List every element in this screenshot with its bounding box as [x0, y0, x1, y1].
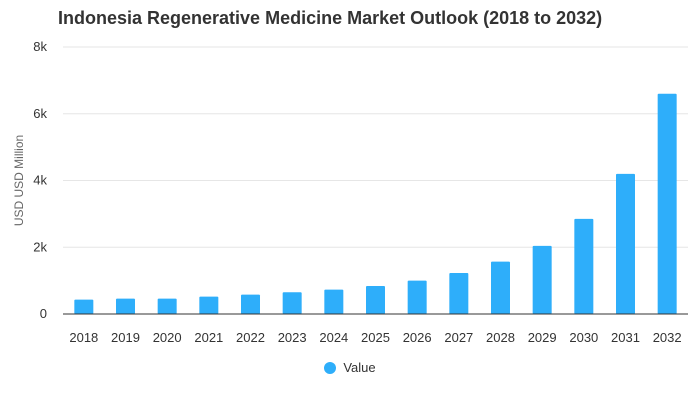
legend-label: Value: [343, 360, 376, 375]
bar: [491, 261, 510, 314]
x-tick-label: 2020: [153, 330, 182, 345]
y-tick-label: 0: [40, 306, 47, 321]
x-tick-label: 2019: [111, 330, 140, 345]
x-tick-label: 2021: [194, 330, 223, 345]
y-tick-label: 8k: [33, 39, 47, 54]
y-tick-label: 4k: [33, 173, 47, 188]
bar: [199, 296, 219, 314]
x-tick-label: 2026: [403, 330, 432, 345]
bar: [116, 298, 135, 314]
bar: [532, 245, 552, 314]
legend[interactable]: Value: [0, 360, 700, 375]
bar: [282, 292, 302, 314]
y-tick-label: 6k: [33, 106, 47, 121]
x-tick-label: 2029: [528, 330, 557, 345]
x-tick-label: 2032: [653, 330, 682, 345]
x-tick-label: 2024: [319, 330, 348, 345]
x-tick-label: 2018: [69, 330, 98, 345]
bar: [574, 218, 594, 314]
x-tick-label: 2028: [486, 330, 515, 345]
bar: [241, 294, 260, 314]
x-tick-label: 2030: [569, 330, 598, 345]
x-tick-label: 2027: [444, 330, 473, 345]
bar: [157, 298, 177, 314]
y-tick-label: 2k: [33, 239, 47, 254]
bar: [407, 280, 427, 314]
bar: [74, 299, 94, 314]
x-tick-label: 2025: [361, 330, 390, 345]
x-tick-label: 2022: [236, 330, 265, 345]
x-tick-label: 2031: [611, 330, 640, 345]
bar: [616, 173, 635, 314]
bar: [449, 272, 469, 314]
bar: [657, 93, 677, 314]
y-axis-title: USD USD Million: [12, 135, 26, 226]
chart-title: Indonesia Regenerative Medicine Market O…: [58, 8, 603, 28]
bar: [324, 289, 344, 314]
legend-marker: [324, 361, 337, 374]
bar: [366, 285, 385, 314]
x-tick-label: 2023: [278, 330, 307, 345]
